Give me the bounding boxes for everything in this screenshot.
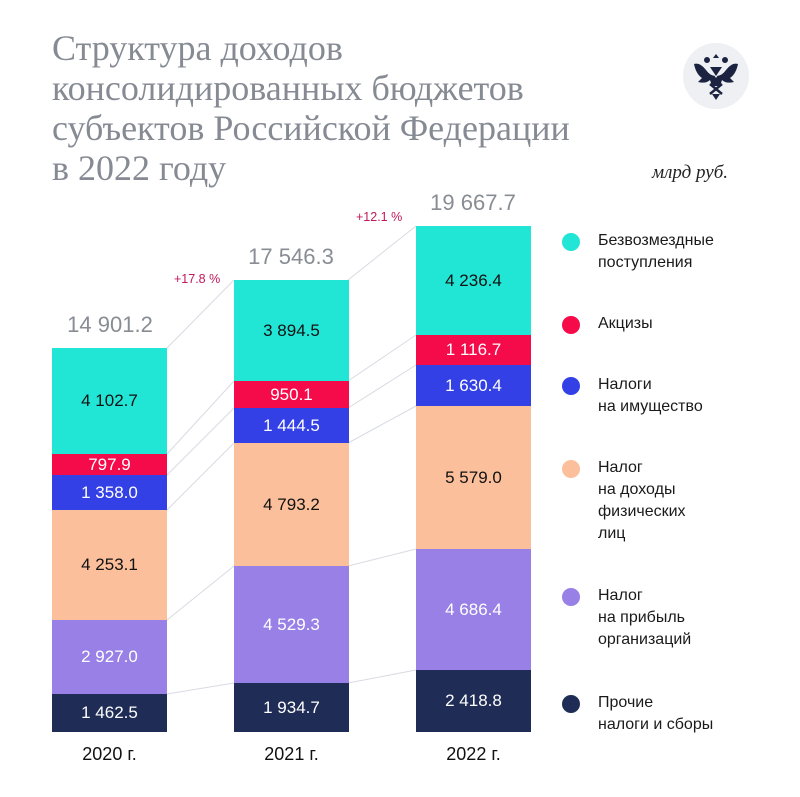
segment-other-taxes: 1 934.7 [234,683,349,732]
stacked-bar-2022: 4 236.4 1 116.7 1 630.4 5 579.0 4 686.4 … [416,226,531,732]
growth-annotation-2022: +12.1 % [356,210,403,224]
bar-total-2020: 14 901.2 [67,312,153,337]
emblem-logo [683,43,749,109]
legend-label: Прочие налоги и сборы [598,694,714,733]
bar-total-2022: 19 667.7 [430,190,516,215]
growth-annotation-2021: +17.8 % [174,272,221,286]
legend-dot-icon [562,588,580,606]
bar-total-2021: 17 546.3 [248,244,334,269]
segment-excise: 797.9 [52,454,167,475]
segment-income-tax: 4 253.1 [52,510,167,620]
title-line: Структура доходов [52,28,343,68]
segment-profit-tax: 4 686.4 [416,549,531,670]
legend-dot-icon [562,233,580,251]
segment-property-tax: 1 444.5 [234,408,349,443]
legend-label: Налог на доходы физических лиц [598,459,686,542]
double-headed-eagle-icon [694,54,738,100]
title-line: консолидированных бюджетов [52,68,524,108]
legend-label: Налог на прибыль организаций [598,587,692,648]
segment-other-taxes: 2 418.8 [416,670,531,732]
chart-title: Структура доходов консолидированных бюдж… [52,28,652,188]
legend-label: Безвозмездные поступления [598,232,714,271]
segment-excise: 950.1 [234,381,349,408]
segment-income-tax: 5 579.0 [416,406,531,549]
segment-profit-tax: 2 927.0 [52,620,167,694]
segment-grants: 4 102.7 [52,348,167,454]
legend-item-income-tax: Налог на доходы физических лиц [562,457,778,545]
legend-dot-icon [562,377,580,395]
segment-grants: 4 236.4 [416,226,531,335]
legend-item-property-tax: Налоги на имущество [562,374,778,418]
legend-dot-icon [562,695,580,713]
legend-item-other-taxes: Прочие налоги и сборы [562,692,778,736]
year-label-2020: 2020 г. [82,744,137,764]
legend-label: Акцизы [598,315,653,332]
stacked-bar-2021: 3 894.5 950.1 1 444.5 4 793.2 4 529.3 1 … [234,280,349,732]
segment-property-tax: 1 358.0 [52,475,167,510]
segment-income-tax: 4 793.2 [234,443,349,566]
legend-item-excise: Акцизы [562,313,778,335]
segment-property-tax: 1 630.4 [416,365,531,406]
year-label-2022: 2022 г. [446,744,501,764]
legend-item-grants: Безвозмездные поступления [562,230,778,274]
legend-dot-icon [562,316,580,334]
legend-item-profit-tax: Налог на прибыль организаций [562,585,778,651]
title-line: субъектов Российской Федерации [52,108,570,148]
segment-excise: 1 116.7 [416,335,531,365]
segment-profit-tax: 4 529.3 [234,566,349,683]
legend-label: Налоги на имущество [598,376,703,415]
segment-grants: 3 894.5 [234,280,349,381]
year-label-2021: 2021 г. [264,744,319,764]
segment-other-taxes: 1 462.5 [52,694,167,732]
title-line: в 2022 году [52,148,227,188]
unit-label: млрд руб. [652,162,729,183]
legend-dot-icon [562,460,580,478]
stacked-bar-2020: 4 102.7 797.9 1 358.0 4 253.1 2 927.0 1 … [52,348,167,732]
